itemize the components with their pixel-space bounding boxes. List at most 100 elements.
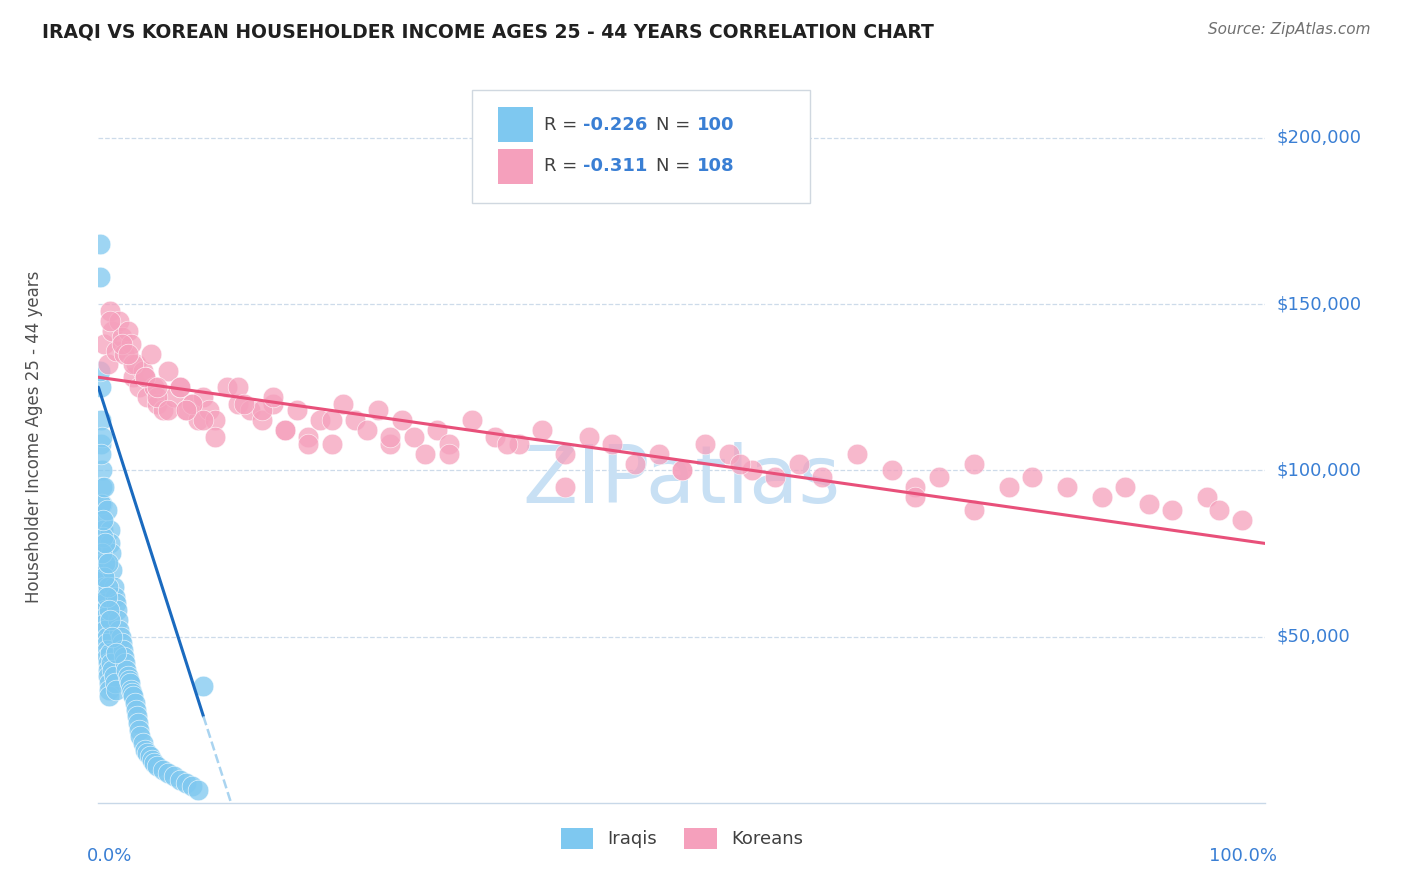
Point [90,497,112,511]
Point [94,623,117,637]
Point [146,390,169,404]
Point [90,436,112,450]
Point [143,380,166,394]
Point [117,347,139,361]
Point [96,503,118,517]
Point [110,630,132,644]
Point [413,447,436,461]
Point [624,457,647,471]
Point [117,669,139,683]
Text: $150,000: $150,000 [1277,295,1361,313]
Point [187,782,209,797]
Point [103,669,125,683]
Point [496,436,519,450]
Point [111,337,134,351]
Point [91,523,114,537]
Point [89,363,111,377]
Point [169,380,191,394]
Point [98,523,121,537]
Point [180,397,202,411]
Point [1091,490,1114,504]
Text: ZIPatlas: ZIPatlas [523,442,841,520]
Point [96,630,118,644]
Point [112,649,135,664]
Text: R =: R = [544,116,583,134]
Point [94,609,117,624]
Point [114,656,136,670]
Point [228,397,250,411]
Point [321,413,343,427]
Point [127,716,149,731]
Point [204,430,226,444]
Point [93,590,115,604]
Point [962,503,984,517]
Point [136,390,159,404]
Point [193,390,215,404]
Point [1137,497,1160,511]
Point [97,682,120,697]
Point [97,676,120,690]
Point [104,676,127,690]
Point [101,663,124,677]
Point [180,779,202,793]
Point [169,772,191,787]
Bar [498,149,533,184]
Point [122,370,145,384]
Point [904,490,927,504]
Point [600,436,623,450]
Point [98,303,121,318]
Point [344,413,367,427]
Text: 0.0%: 0.0% [87,847,132,864]
Point [730,457,752,471]
Point [120,337,142,351]
Point [94,616,117,631]
Point [180,397,202,411]
Point [152,403,174,417]
Point [146,397,169,411]
Point [671,463,693,477]
Point [671,463,693,477]
Point [763,470,786,484]
Point [90,447,112,461]
Point [98,536,121,550]
Point [104,343,127,358]
Point [122,690,145,704]
Point [204,413,226,427]
Point [321,436,343,450]
Point [125,703,148,717]
Point [274,424,297,438]
Point [215,380,238,394]
Point [112,347,135,361]
Point [1056,480,1078,494]
Point [928,470,950,484]
Point [391,413,413,427]
Point [98,613,121,627]
Point [91,536,114,550]
Point [104,646,127,660]
Point [101,563,124,577]
Point [880,463,903,477]
Text: Householder Income Ages 25 - 44 years: Householder Income Ages 25 - 44 years [25,271,44,603]
Point [402,430,425,444]
Point [193,680,215,694]
Point [437,436,460,450]
Point [139,749,162,764]
Point [97,656,120,670]
Point [962,457,984,471]
Point [356,424,378,438]
Point [97,669,120,683]
Point [93,596,115,610]
Text: $200,000: $200,000 [1277,128,1361,147]
Point [111,643,134,657]
Point [530,424,553,438]
Point [120,682,142,697]
Text: R =: R = [544,158,589,176]
Point [93,570,115,584]
Point [174,776,197,790]
Text: N =: N = [657,158,696,176]
Point [274,424,297,438]
Point [437,447,460,461]
Text: N =: N = [657,116,696,134]
Point [1230,513,1253,527]
Point [117,324,139,338]
